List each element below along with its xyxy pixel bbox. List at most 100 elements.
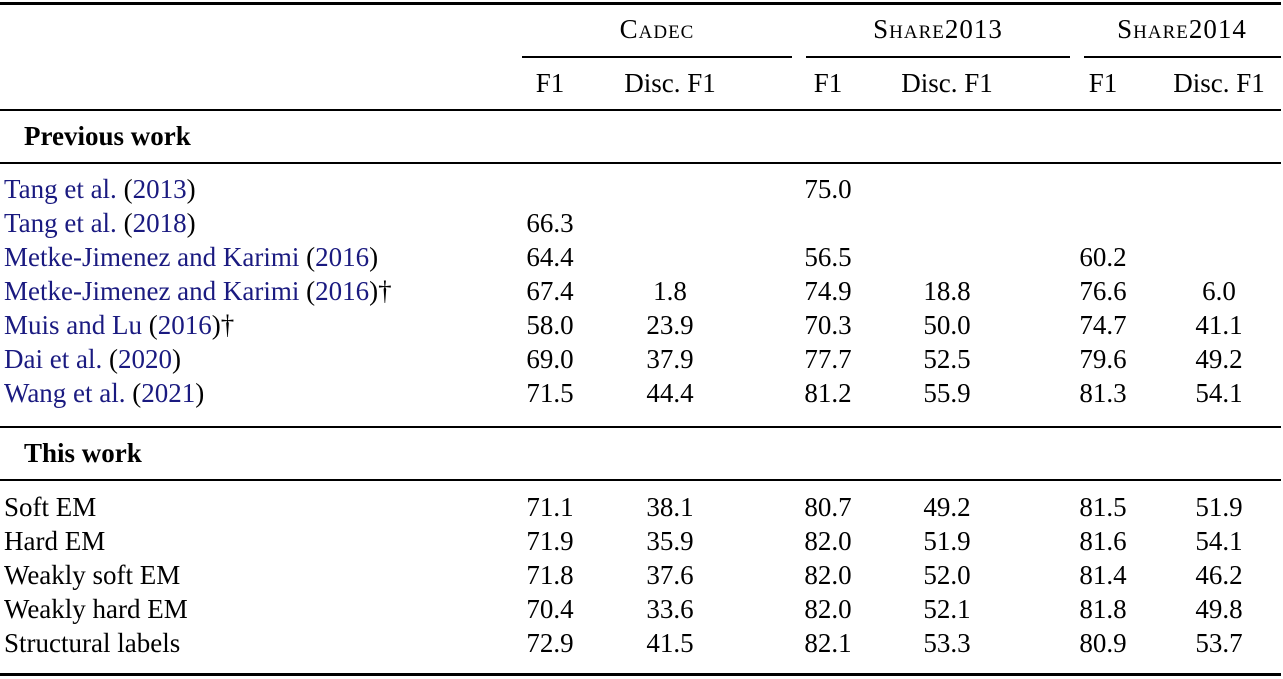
citation-author[interactable]: Dai et al.: [4, 344, 103, 374]
this-work-method-label: Weakly hard EM: [4, 594, 188, 624]
value-share2013-disc-f1: 18.8: [923, 276, 971, 306]
value-cadec-disc-f1: 41.5: [646, 628, 694, 658]
value-cadec-f1: 58.0: [526, 310, 574, 340]
value-cadec-f1: 66.3: [526, 208, 574, 238]
this-work-method-label: Weakly soft EM: [4, 560, 181, 590]
value-cadec-f1: 67.4: [526, 276, 574, 306]
citation-author[interactable]: Wang et al.: [4, 378, 126, 408]
value-share2013-f1: 81.2: [804, 378, 852, 408]
citation-year-link[interactable]: 2016: [315, 276, 370, 306]
value-share2014-f1: 81.5: [1079, 492, 1127, 522]
value-share2013-f1: 56.5: [804, 242, 852, 272]
subheader-share2013-disc-f1: Disc. F1: [901, 68, 993, 98]
section-title-previous-work: Previous work: [24, 121, 191, 151]
citation-paren-close: ): [186, 208, 196, 238]
previous-work-method-label: Metke-Jimenez and Karimi (2016)†: [4, 274, 392, 308]
citation-paren-open: (: [116, 208, 133, 238]
this-work-method-label: Structural labels: [4, 628, 181, 658]
value-cadec-disc-f1: 23.9: [646, 310, 694, 340]
header-rule: [0, 109, 1281, 111]
cmidrule-share2013: [806, 56, 1070, 58]
citation-year-link[interactable]: 2016: [315, 242, 370, 272]
group-header-cadec: Cadec: [619, 14, 695, 44]
cmidrule-share2014: [1084, 56, 1281, 58]
value-cadec-f1: 69.0: [526, 344, 574, 374]
value-share2014-disc-f1: 49.8: [1195, 594, 1243, 624]
citation-paren-open: (: [102, 344, 118, 374]
citation-paren-close: ): [369, 276, 379, 306]
value-share2014-f1: 80.9: [1079, 628, 1127, 658]
value-share2013-disc-f1: 52.5: [923, 344, 971, 374]
value-share2013-disc-f1: 53.3: [923, 628, 971, 658]
value-share2014-disc-f1: 41.1: [1195, 310, 1243, 340]
value-share2014-disc-f1: 53.7: [1195, 628, 1243, 658]
value-share2013-disc-f1: 52.1: [923, 594, 971, 624]
subheader-share2013-f1: F1: [813, 68, 843, 98]
subheader-cadec-disc-f1: Disc. F1: [624, 68, 716, 98]
citation-year-link[interactable]: 2021: [141, 378, 196, 408]
citation-author[interactable]: Metke-Jimenez and Karimi: [4, 276, 300, 306]
citation-paren-close: ): [211, 310, 221, 340]
value-share2014-f1: 81.3: [1079, 378, 1127, 408]
value-share2014-disc-f1: 54.1: [1195, 378, 1243, 408]
value-share2014-f1: 81.8: [1079, 594, 1127, 624]
value-share2013-f1: 82.0: [804, 560, 852, 590]
group-header-share2013: Share2013: [873, 14, 1003, 44]
value-share2014-disc-f1: 6.0: [1202, 276, 1236, 306]
value-share2013-f1: 82.0: [804, 526, 852, 556]
subheader-share2014-disc-f1: Disc. F1: [1173, 68, 1265, 98]
citation-paren-open: (: [125, 378, 142, 408]
citation-author[interactable]: Tang et al.: [4, 208, 117, 238]
value-cadec-disc-f1: 44.4: [646, 378, 694, 408]
section-title-this-work: This work: [24, 438, 142, 468]
citation-author[interactable]: Muis and Lu: [4, 310, 142, 340]
this-work-method-label: Soft EM: [4, 492, 97, 522]
citation-paren-close: ): [195, 378, 205, 408]
citation-author[interactable]: Tang et al.: [4, 174, 117, 204]
previous-work-method-label: Tang et al. (2013): [4, 172, 196, 206]
value-share2013-disc-f1: 52.0: [923, 560, 971, 590]
citation-year-link[interactable]: 2016: [157, 310, 212, 340]
previous-work-method-label: Wang et al. (2021): [4, 376, 204, 410]
value-share2014-f1: 60.2: [1079, 242, 1127, 272]
value-share2013-f1: 74.9: [804, 276, 852, 306]
value-cadec-disc-f1: 1.8: [653, 276, 687, 306]
value-cadec-f1: 71.5: [526, 378, 574, 408]
value-share2014-f1: 74.7: [1079, 310, 1127, 340]
value-share2014-f1: 81.6: [1079, 526, 1127, 556]
previous-work-method-label: Muis and Lu (2016)†: [4, 308, 234, 342]
bottom-rule: [0, 673, 1281, 676]
value-share2013-f1: 75.0: [804, 174, 852, 204]
citation-year-link[interactable]: 2013: [132, 174, 187, 204]
this-work-method-label: Hard EM: [4, 526, 106, 556]
previous-work-method-label: Tang et al. (2018): [4, 206, 196, 240]
value-cadec-f1: 71.8: [526, 560, 574, 590]
value-cadec-f1: 72.9: [526, 628, 574, 658]
value-share2014-disc-f1: 46.2: [1195, 560, 1243, 590]
citation-paren-close: ): [186, 174, 196, 204]
value-share2013-disc-f1: 55.9: [923, 378, 971, 408]
value-cadec-disc-f1: 38.1: [646, 492, 694, 522]
value-share2014-disc-f1: 54.1: [1195, 526, 1243, 556]
value-share2013-f1: 80.7: [804, 492, 852, 522]
value-cadec-disc-f1: 33.6: [646, 594, 694, 624]
group-header-share2014: Share2014: [1117, 14, 1247, 44]
value-share2014-disc-f1: 49.2: [1195, 344, 1243, 374]
value-share2013-f1: 77.7: [804, 344, 852, 374]
value-cadec-f1: 70.4: [526, 594, 574, 624]
citation-author[interactable]: Metke-Jimenez and Karimi: [4, 242, 300, 272]
value-cadec-disc-f1: 37.9: [646, 344, 694, 374]
subheader-cadec-f1: F1: [535, 68, 565, 98]
citation-paren-open: (: [299, 276, 316, 306]
value-share2013-f1: 82.1: [804, 628, 852, 658]
value-share2013-f1: 70.3: [804, 310, 852, 340]
citation-paren-open: (: [116, 174, 133, 204]
citation-paren-close: ): [171, 344, 181, 374]
value-share2014-f1: 76.6: [1079, 276, 1127, 306]
value-cadec-disc-f1: 37.6: [646, 560, 694, 590]
section-rule-previous-work: [0, 162, 1281, 164]
citation-year-link[interactable]: 2018: [132, 208, 187, 238]
previous-work-method-label: Metke-Jimenez and Karimi (2016): [4, 240, 378, 274]
citation-year-link[interactable]: 2020: [117, 344, 172, 374]
